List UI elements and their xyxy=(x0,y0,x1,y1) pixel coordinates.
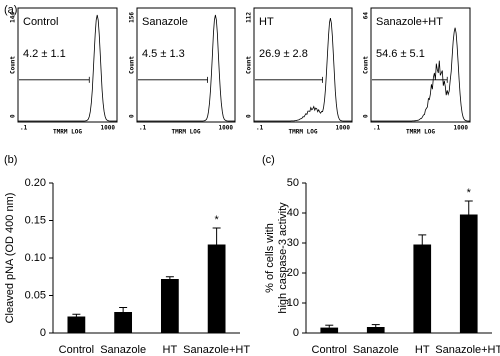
panel-label: (b) xyxy=(4,154,17,166)
histogram-frame xyxy=(17,7,118,123)
panel-label: (c) xyxy=(262,154,275,166)
bar xyxy=(207,244,226,333)
y-min-label: 0 xyxy=(129,114,136,118)
plot-name: HT xyxy=(259,16,274,28)
x-axis-label: TMRM LOG xyxy=(53,129,82,136)
y-max-label: 64 xyxy=(363,12,370,20)
x-axis-label: TMRM LOG xyxy=(172,129,201,136)
panel-label: (a) xyxy=(4,4,17,16)
histogram-curve xyxy=(254,18,352,122)
histogram-frame xyxy=(253,7,353,123)
x-tick-label: Sanazole xyxy=(100,344,146,356)
x-tick-label: HT xyxy=(163,344,178,356)
y-axis-label: Cleaved pNA (OD 400 nm) xyxy=(4,193,16,324)
y-max-label: 156 xyxy=(129,12,136,23)
significance-mark: * xyxy=(467,187,472,199)
histogram-curve xyxy=(137,14,235,122)
y-tick-label: 40 xyxy=(287,207,299,219)
x-tick-label: Control xyxy=(59,344,94,356)
x-min-label: .1 xyxy=(139,125,147,132)
y-tick-label: 50 xyxy=(287,177,299,189)
histogram-frame xyxy=(136,7,236,123)
plot-name: Sanazole+HT xyxy=(376,16,443,28)
y-tick-label: 0.10 xyxy=(25,252,46,264)
histogram-curve xyxy=(371,27,470,122)
x-min-label: .1 xyxy=(20,125,28,132)
histogram-curve xyxy=(18,14,117,122)
y-tick-label: 0.15 xyxy=(25,214,46,226)
plot-stat: 26.9 ± 2.8 xyxy=(259,48,308,60)
histogram-frame xyxy=(370,7,471,123)
x-max-label: 1000 xyxy=(454,125,469,132)
x-tick-label: Sanazole xyxy=(353,344,399,356)
y-axis-label: Count xyxy=(363,56,370,74)
y-axis-label: Count xyxy=(246,56,253,74)
significance-mark: * xyxy=(214,214,219,226)
y-tick-label: 20 xyxy=(287,267,299,279)
y-axis-label: % of cells with xyxy=(264,223,276,293)
y-tick-label: 0 xyxy=(40,327,46,339)
x-tick-label: Sanazole+HT xyxy=(435,344,500,356)
plot-name: Control xyxy=(23,16,58,28)
bar xyxy=(160,279,179,333)
x-axis-label: TMRM LOG xyxy=(406,129,435,136)
plot-stat: 54.6 ± 5.1 xyxy=(376,48,425,60)
y-tick-label: 0 xyxy=(293,327,299,339)
y-axis-label: Count xyxy=(129,56,136,74)
bar xyxy=(320,327,339,333)
y-tick-label: 0.05 xyxy=(25,289,46,301)
x-max-label: 1000 xyxy=(336,125,351,132)
x-axis-label: TMRM LOG xyxy=(289,129,318,136)
y-tick-label: 0.20 xyxy=(25,177,46,189)
y-tick-label: 30 xyxy=(287,237,299,249)
x-max-label: 1000 xyxy=(101,125,116,132)
y-min-label: 0 xyxy=(246,114,253,118)
bar xyxy=(114,312,133,333)
y-min-label: 0 xyxy=(10,114,17,118)
y-tick-label: 10 xyxy=(287,297,299,309)
x-max-label: 1000 xyxy=(219,125,234,132)
y-min-label: 0 xyxy=(363,114,370,118)
y-axis-label: high caspase-3 activity xyxy=(277,202,289,314)
plot-name: Sanazole xyxy=(142,16,188,28)
bar xyxy=(459,214,478,333)
y-axis-label: Count xyxy=(10,56,17,74)
plot-stat: 4.5 ± 1.3 xyxy=(142,48,185,60)
x-min-label: .1 xyxy=(373,125,381,132)
plot-stat: 4.2 ± 1.1 xyxy=(23,48,66,60)
y-max-label: 144 xyxy=(10,12,17,23)
x-tick-label: HT xyxy=(415,344,430,356)
y-max-label: 112 xyxy=(246,12,253,23)
x-min-label: .1 xyxy=(256,125,264,132)
bar xyxy=(366,327,385,333)
bar xyxy=(413,244,432,333)
x-tick-label: Sanazole+HT xyxy=(183,344,250,356)
x-tick-label: Control xyxy=(312,344,347,356)
bar xyxy=(67,316,86,333)
